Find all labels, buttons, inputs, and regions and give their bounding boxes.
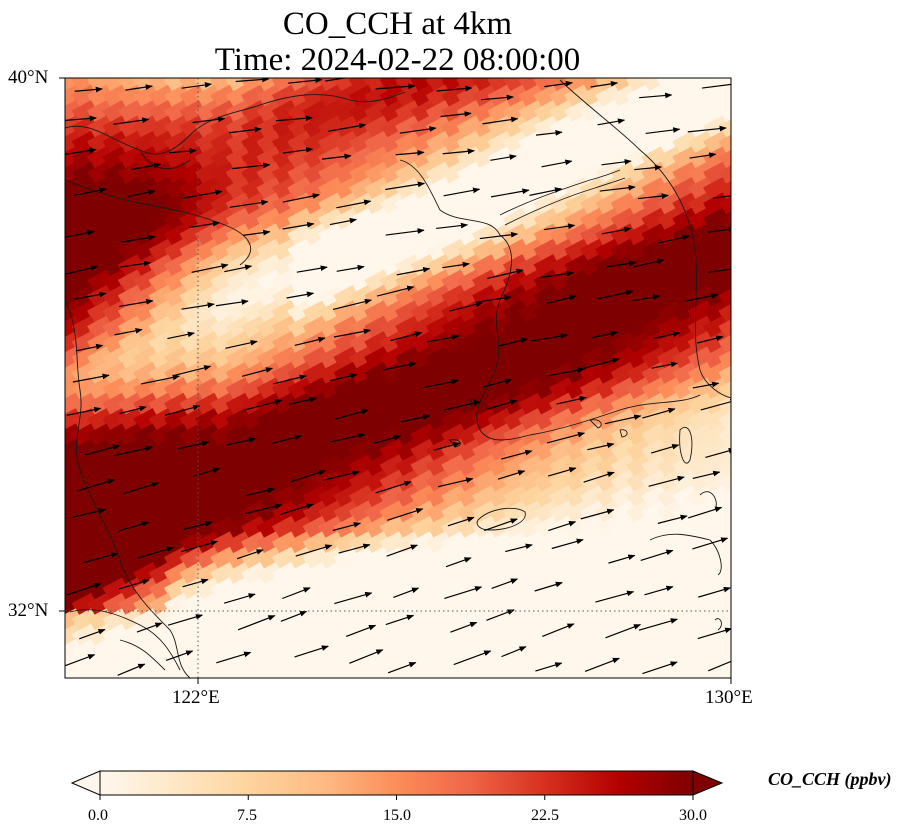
colorbar-tick-label: 15.0 xyxy=(383,807,411,824)
co-concentration-field xyxy=(65,78,731,678)
map-subtitle-time: Time: 2024-02-22 08:00:00 xyxy=(214,42,581,78)
colorbar-tick-label: 30.0 xyxy=(679,807,707,824)
colorbar-gradient xyxy=(99,770,694,796)
map-title: CO_CCH at 4km xyxy=(282,6,513,42)
colorbar-tick-label: 22.5 xyxy=(531,807,559,824)
colorbar-extend-max xyxy=(692,770,724,796)
colorbar-extend-min xyxy=(70,770,101,796)
colorbar-tick-label: 0.0 xyxy=(88,807,108,824)
colorbar-tick-label: 7.5 xyxy=(237,807,257,824)
colorbar-title: CO_CCH (ppbv) xyxy=(768,769,892,789)
